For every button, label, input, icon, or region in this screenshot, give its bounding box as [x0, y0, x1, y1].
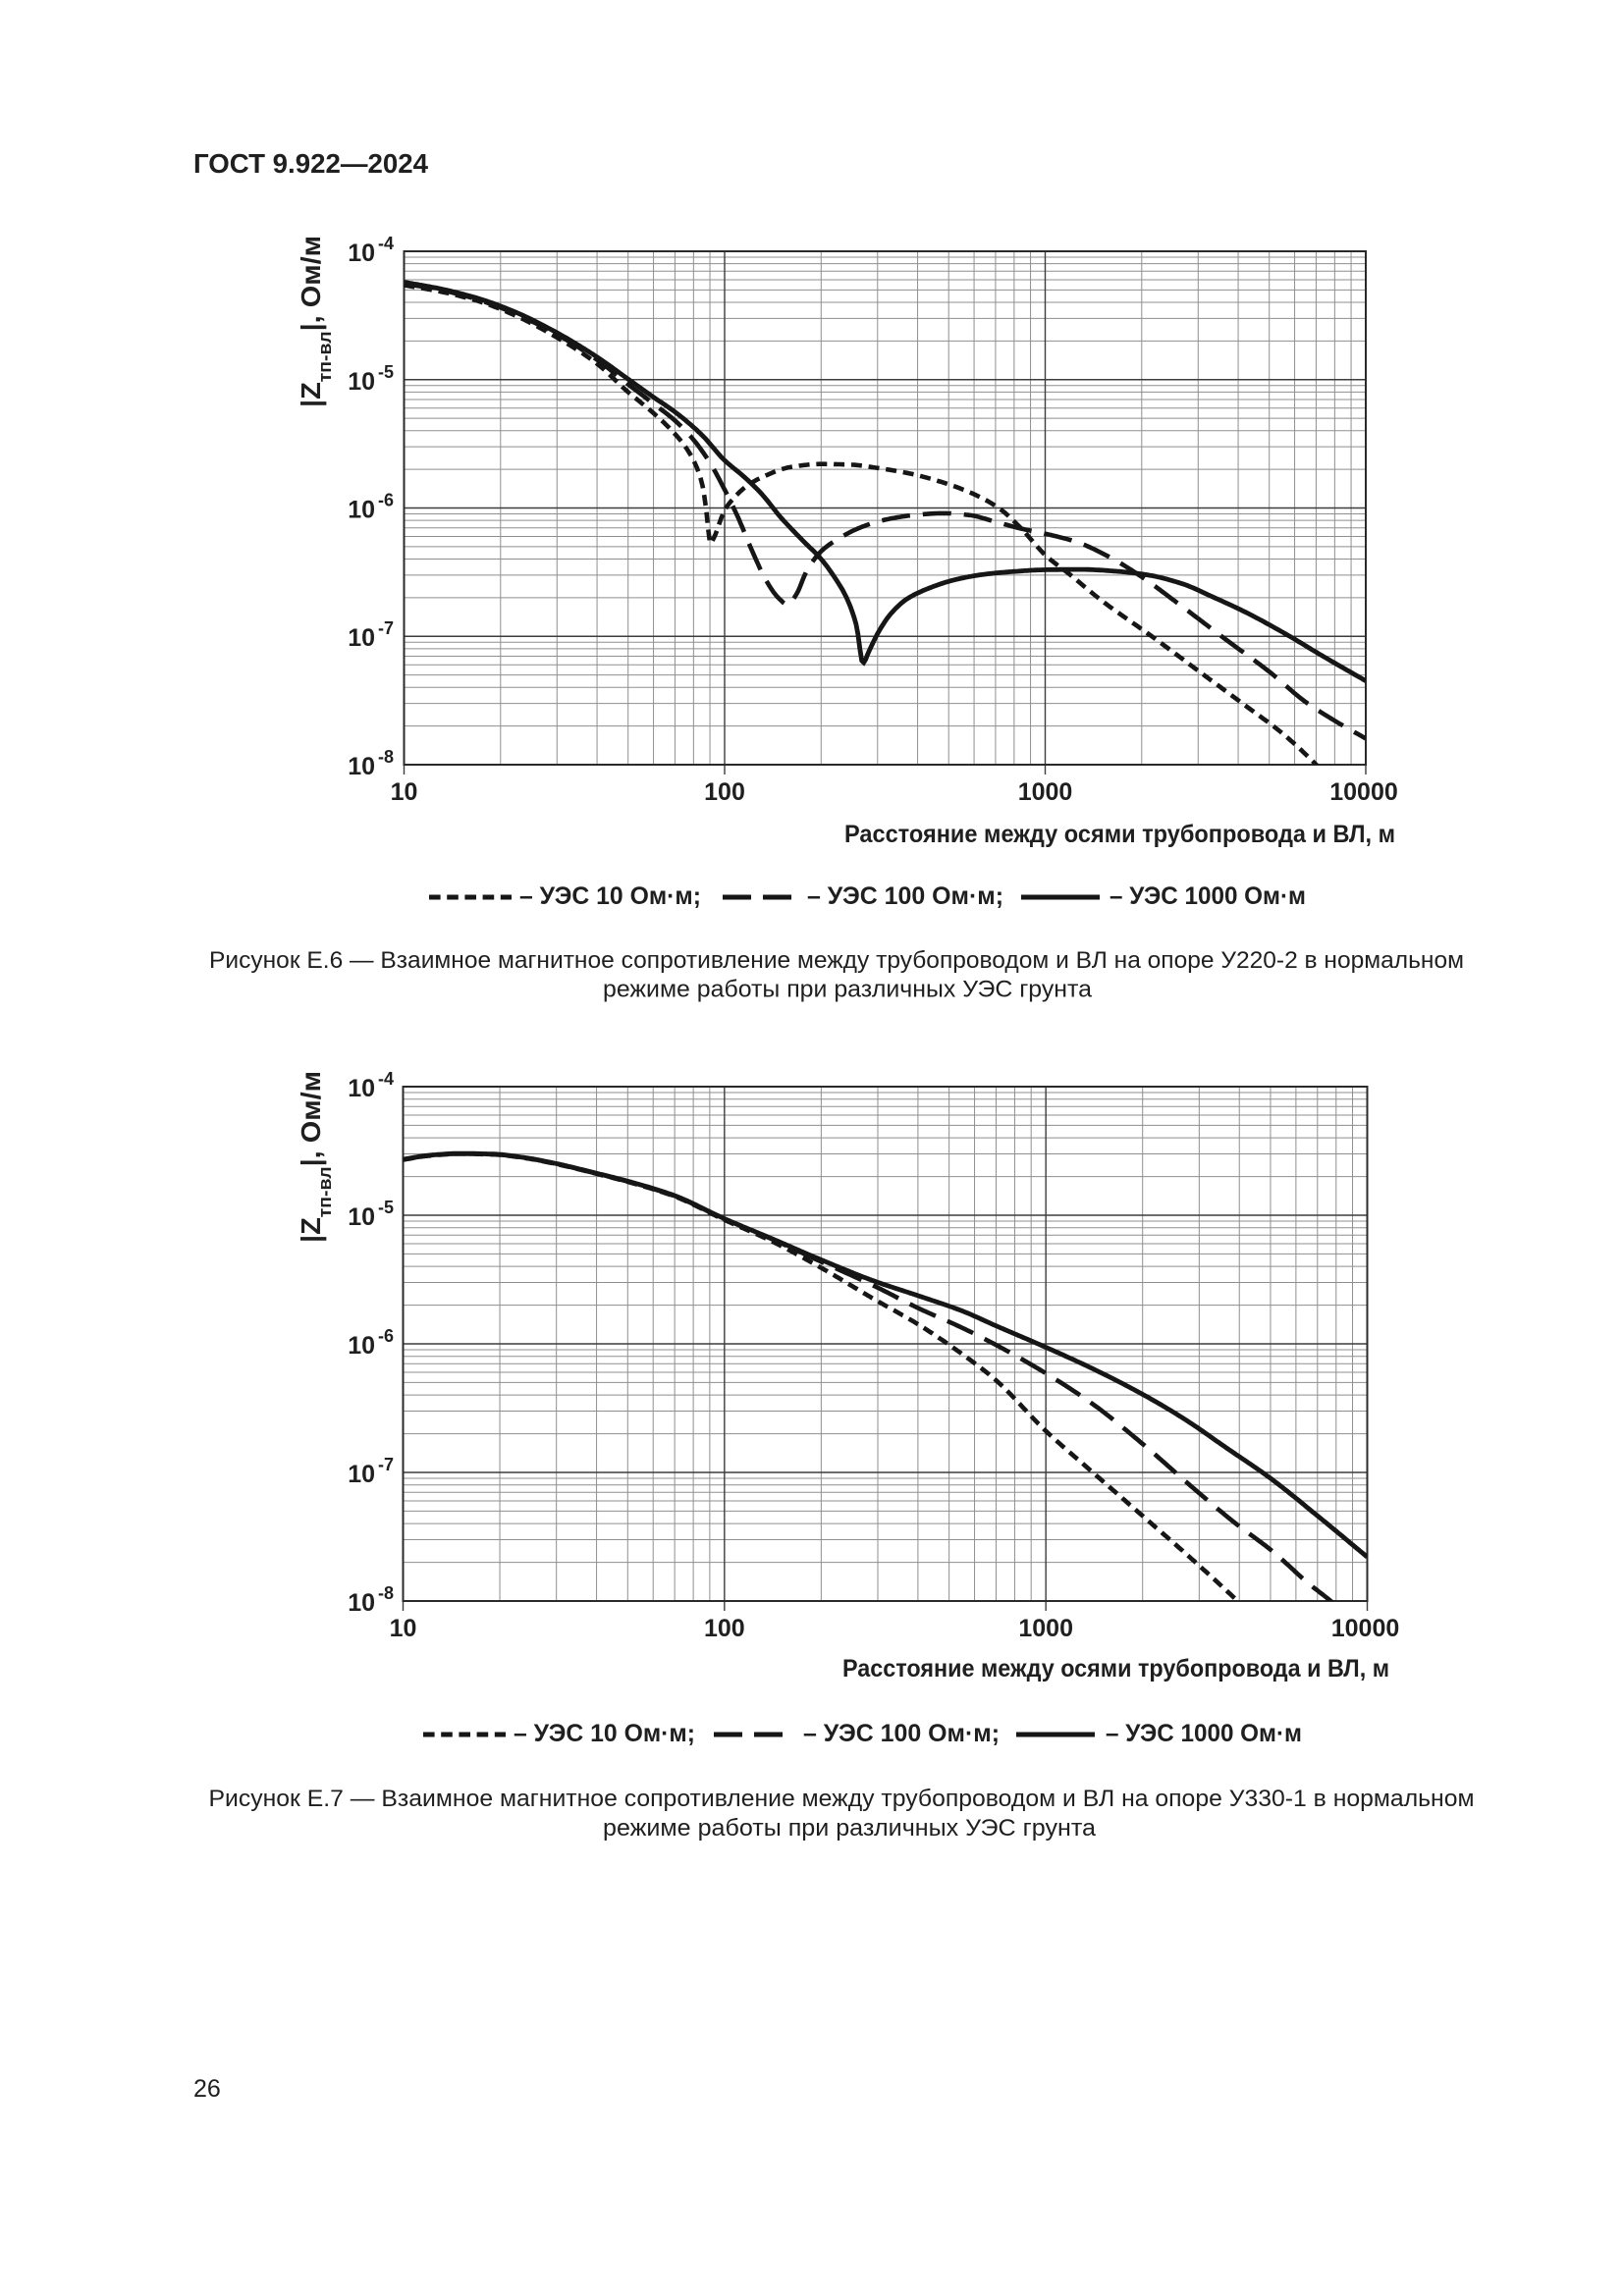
svg-text:-4: -4: [378, 1069, 394, 1089]
svg-text:10: 10: [348, 497, 375, 524]
svg-text:режиме работы при различных УЭ: режиме работы при различных УЭС грунта: [603, 977, 1092, 1003]
svg-text:ГОСТ 9.922—2024: ГОСТ 9.922—2024: [193, 148, 429, 179]
svg-text:26: 26: [193, 2075, 221, 2103]
svg-text:Рисунок Е.7 — Взаимное магнитн: Рисунок Е.7 — Взаимное магнитное сопроти…: [209, 1786, 1475, 1812]
svg-text:1000: 1000: [1018, 1615, 1073, 1642]
svg-text:10: 10: [348, 753, 375, 780]
svg-text:10: 10: [348, 240, 375, 267]
svg-text:Рисунок Е.6 — Взаимное магнитн: Рисунок Е.6 — Взаимное магнитное сопроти…: [209, 947, 1464, 974]
svg-text:-7: -7: [378, 1455, 394, 1474]
svg-text:-4: -4: [378, 234, 394, 253]
svg-text:– УЭС 100 Ом·м;: – УЭС 100 Ом·м;: [803, 1720, 1000, 1747]
svg-text:режиме работы при различных УЭ: режиме работы при различных УЭС грунта: [603, 1815, 1096, 1842]
svg-text:Расстояние между осями трубопр: Расстояние между осями трубопровода и ВЛ…: [844, 821, 1395, 848]
svg-text:-7: -7: [378, 618, 394, 638]
svg-text:– УЭС 1000 Ом·м: – УЭС 1000 Ом·м: [1106, 1720, 1302, 1747]
svg-text:-5: -5: [378, 362, 394, 382]
svg-text:-6: -6: [378, 1326, 394, 1346]
svg-text:10000: 10000: [1329, 778, 1398, 806]
svg-text:10: 10: [348, 368, 375, 396]
svg-text:100: 100: [704, 778, 745, 806]
svg-text:– УЭС 10 Ом·м;: – УЭС 10 Ом·м;: [519, 882, 701, 910]
svg-text:10000: 10000: [1331, 1615, 1400, 1642]
svg-text:Расстояние между осями трубопр: Расстояние между осями трубопровода и ВЛ…: [842, 1655, 1389, 1682]
svg-text:10: 10: [348, 624, 375, 652]
svg-text:– УЭС 100 Ом·м;: – УЭС 100 Ом·м;: [807, 882, 1003, 910]
svg-text:10: 10: [348, 1203, 375, 1231]
svg-text:100: 100: [704, 1615, 745, 1642]
svg-text:10: 10: [348, 1461, 375, 1488]
svg-text:-8: -8: [378, 747, 394, 767]
svg-text:– УЭС 1000 Ом·м: – УЭС 1000 Ом·м: [1110, 882, 1306, 910]
svg-text:1000: 1000: [1018, 778, 1073, 806]
svg-text:– УЭС 10 Ом·м;: – УЭС 10 Ом·м;: [514, 1720, 695, 1747]
svg-text:10: 10: [390, 1615, 417, 1642]
svg-text:10: 10: [348, 1332, 375, 1360]
svg-text:10: 10: [348, 1075, 375, 1102]
svg-text:10: 10: [391, 778, 418, 806]
svg-text:-5: -5: [378, 1198, 394, 1217]
svg-text:10: 10: [348, 1589, 375, 1617]
svg-text:-6: -6: [378, 491, 394, 510]
svg-text:-8: -8: [378, 1583, 394, 1603]
